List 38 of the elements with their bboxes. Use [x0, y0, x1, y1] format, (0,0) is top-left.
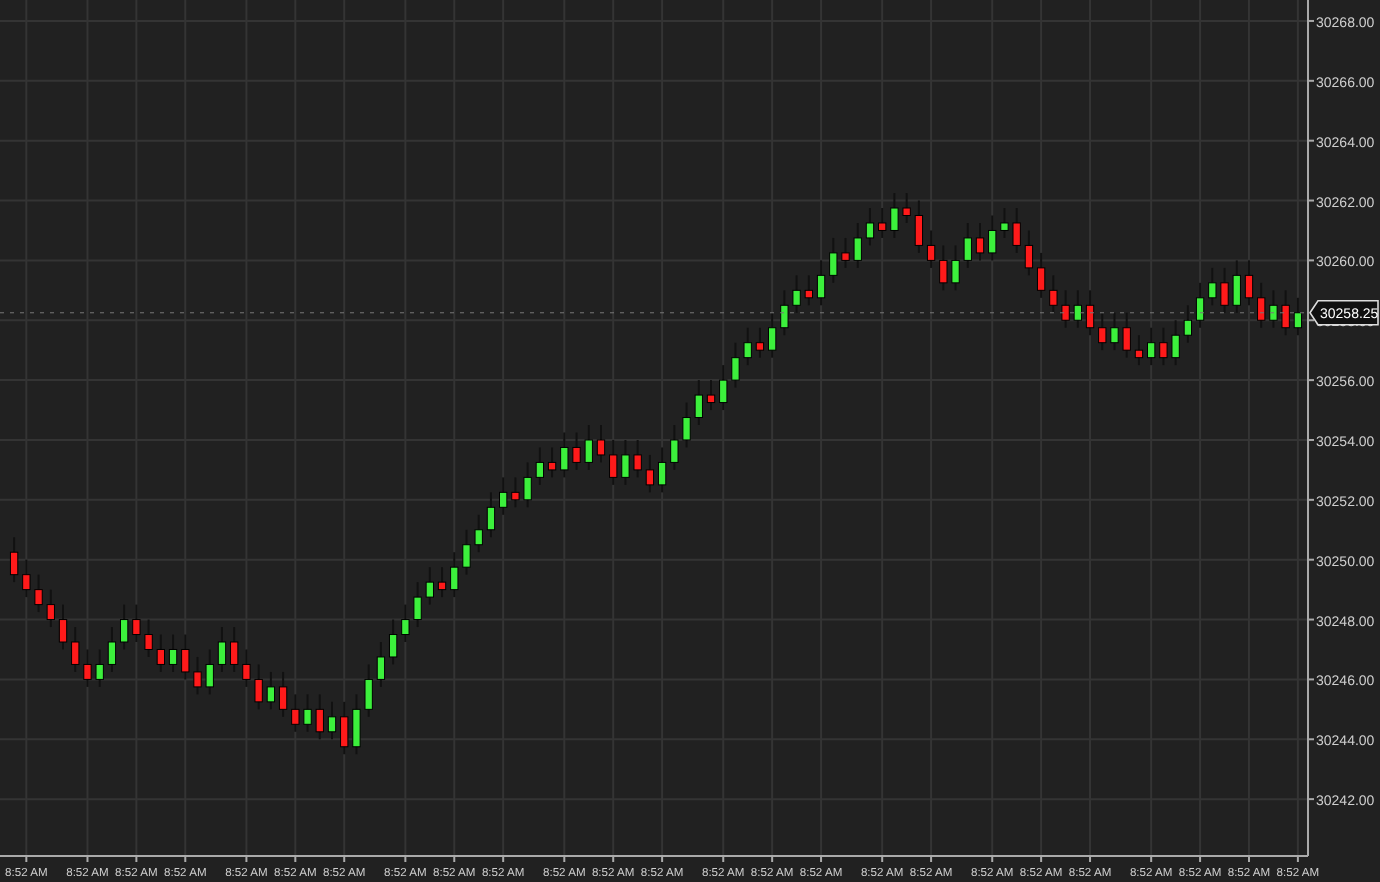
candlestick: [914, 199, 924, 254]
candlestick: [547, 446, 557, 479]
candlestick: [278, 670, 288, 718]
candlestick: [865, 207, 875, 247]
candlestick: [58, 603, 68, 651]
candlestick: [706, 379, 716, 412]
candlestick: [107, 626, 117, 673]
candlestick: [1244, 259, 1254, 307]
candlestick: [388, 618, 398, 666]
candlestick: [327, 700, 337, 741]
candlestick: [1036, 251, 1046, 299]
candlestick: [767, 311, 777, 359]
candlestick: [499, 476, 508, 516]
candlestick: [437, 566, 447, 599]
candlestick: [9, 536, 19, 584]
candlestick: [1293, 296, 1303, 337]
candlestick: [596, 424, 606, 464]
candlestick: [1134, 334, 1144, 367]
candlestick: [486, 491, 496, 539]
candlestick: [645, 453, 655, 494]
candlestick: [217, 626, 227, 673]
candlestick: [119, 603, 129, 651]
candlestick: [926, 229, 936, 269]
candlestick: [1024, 229, 1034, 277]
candlestick: [816, 259, 826, 307]
candlestick: [156, 633, 165, 673]
candlestick: [535, 446, 545, 486]
candlestick: [657, 446, 667, 494]
candlestick: [1147, 326, 1156, 367]
candlestick: [376, 641, 386, 688]
candlestick: [755, 326, 765, 359]
candlestick: [168, 633, 178, 673]
candlestick: [1085, 289, 1095, 337]
candlestick: [975, 221, 985, 262]
candlestick: [1183, 304, 1193, 344]
candlestick: [266, 670, 276, 711]
candlestick: [1195, 281, 1205, 329]
candlestick: [804, 274, 813, 307]
